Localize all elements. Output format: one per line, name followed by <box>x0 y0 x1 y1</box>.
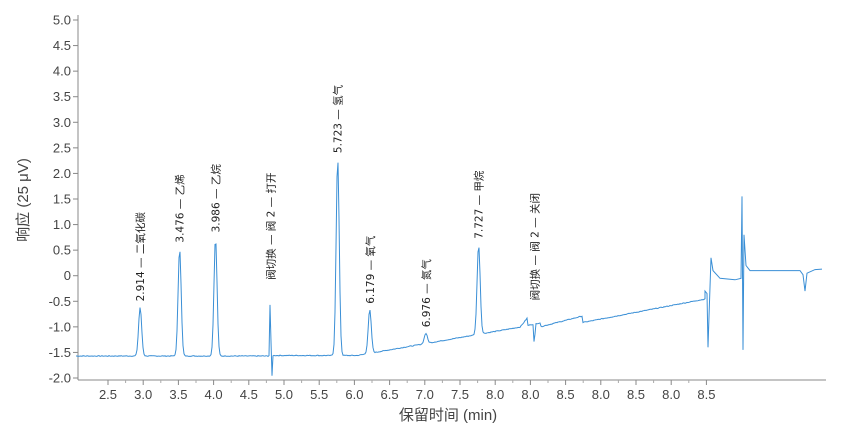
y-tick-label: 3.5 <box>53 89 71 104</box>
x-tick-label: 2.5 <box>99 387 117 402</box>
x-tick-label: 6.5 <box>381 387 399 402</box>
y-tick-label: 4.0 <box>53 64 71 79</box>
peak-label: 6.976 — 氮气 <box>420 259 433 328</box>
x-tick-label: 7.0 <box>416 387 434 402</box>
y-tick-label: -2.0 <box>49 371 71 386</box>
y-tick-label: 0 <box>64 268 71 283</box>
peak-label: 7.727 — 甲烷 <box>473 170 486 239</box>
x-tick-label: 8.0 <box>486 387 504 402</box>
x-tick-label: 3.0 <box>134 387 152 402</box>
x-tick-label: 5.0 <box>275 387 293 402</box>
y-tick-label: -0.5 <box>49 294 71 309</box>
x-tick-label: 6.0 <box>345 387 363 402</box>
y-tick-label: -1.5 <box>49 345 71 360</box>
peak-label: 6.179 — 氧气 <box>364 235 377 304</box>
x-tick-label: 4.5 <box>240 387 258 402</box>
x-tick-label: 8.5 <box>627 387 645 402</box>
y-tick-label: 0.5 <box>53 243 71 258</box>
x-axis-title: 保留时间 (min) <box>399 407 497 424</box>
peak-label: 3.986 — 乙烷 <box>210 164 223 233</box>
x-tick-label: 8.0 <box>592 387 610 402</box>
peak-label: 2.914 — 二氧化碳 <box>134 212 147 302</box>
peak-annotations: 2.914 — 二氧化碳 3.476 — 乙烯 3.986 — 乙烷 阀切换 — 阀 … <box>134 84 541 327</box>
x-tick-label: 8.5 <box>557 387 575 402</box>
y-axis-title: 响应 (25 μV) <box>14 158 32 242</box>
y-tick-label: 1.0 <box>53 217 71 232</box>
x-tick-label: 8.5 <box>697 387 715 402</box>
x-tick-label: 5.5 <box>310 387 328 402</box>
y-tick-label: -1.0 <box>49 319 71 334</box>
peak-label: 5.723 — 氢气 <box>332 84 345 153</box>
y-axis: -2.0 -1.5 -1.0 -0.5 0 0.5 1.0 1.5 2.0 2.5 3.0 3.5 4.… <box>49 13 79 386</box>
y-tick-label: 4.5 <box>53 38 71 53</box>
peak-label: 3.476 — 乙烯 <box>174 174 187 243</box>
x-tick-label: 4.0 <box>205 387 223 402</box>
y-tick-label: 2.5 <box>53 140 71 155</box>
x-tick-label: 3.5 <box>169 387 187 402</box>
y-tick-label: 2.0 <box>53 166 71 181</box>
y-tick-label: 5.0 <box>53 13 71 28</box>
x-tick-label: 8.0 <box>662 387 680 402</box>
peak-label: 阀切换 — 阀 2 — 关闭 <box>528 193 541 300</box>
x-tick-label: 8.0 <box>521 387 539 402</box>
x-axis: 2.5 3.0 3.5 4.0 4.5 5.0 5.5 6.0 6.5 7.0 7.5 8.0 8.0 8… <box>78 379 826 402</box>
x-tick-label: 7.5 <box>451 387 469 402</box>
y-tick-label: 3.0 <box>53 115 71 130</box>
signal-trace <box>76 162 823 376</box>
peak-label: 阀切换 — 阀 2 — 打开 <box>265 173 278 280</box>
y-tick-label: 1.5 <box>53 192 71 207</box>
